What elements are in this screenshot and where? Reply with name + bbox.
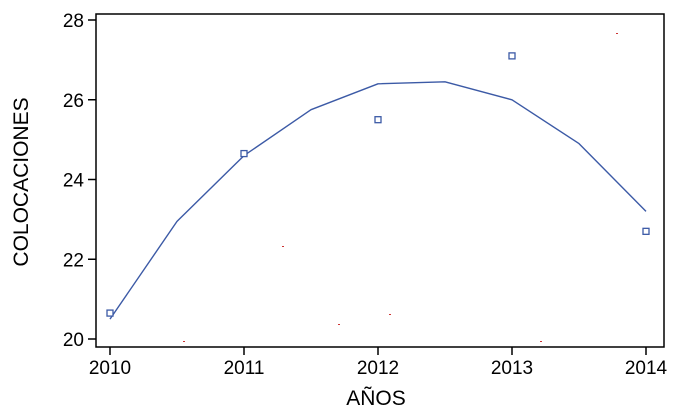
y-tick-label: 26 (63, 91, 84, 112)
x-axis-title: AÑOS (346, 386, 406, 410)
stray-mark (183, 341, 185, 342)
stray-mark (338, 324, 340, 325)
data-point (240, 149, 248, 158)
plot-frame (95, 13, 665, 348)
stray-mark (616, 33, 618, 34)
fitted-curve (109, 81, 647, 320)
data-point (374, 116, 382, 124)
x-tick-label: 2012 (357, 358, 399, 379)
data-point (508, 52, 516, 60)
y-tick-label: 24 (63, 171, 85, 192)
y-tick-label: 28 (63, 11, 84, 32)
x-tick-label: 2010 (89, 358, 131, 379)
data-point (106, 309, 114, 317)
stray-mark (540, 341, 542, 342)
y-axis-title: COLOCACIONES (10, 97, 33, 266)
data-points-layer (106, 33, 650, 342)
x-tick-label: 2013 (491, 358, 533, 379)
y-tick-label: 22 (63, 250, 84, 271)
data-point (642, 227, 650, 235)
x-axis-ticks: 2010 2011 2012 2013 2014 (89, 347, 668, 379)
stray-mark (282, 246, 284, 247)
fitted-curve-layer (109, 81, 647, 320)
y-tick-label: 20 (63, 330, 84, 351)
y-axis-ticks: 20 22 24 26 28 (63, 11, 96, 351)
x-tick-label: 2014 (625, 358, 668, 379)
stray-mark (389, 314, 391, 315)
x-tick-label: 2011 (224, 358, 265, 379)
